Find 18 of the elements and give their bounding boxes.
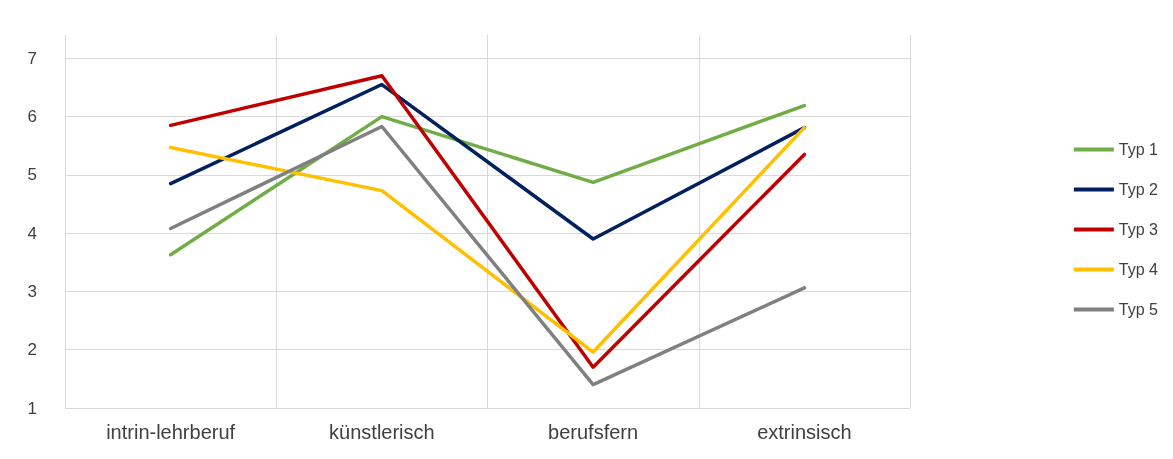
- y-tick-label: 3: [27, 281, 37, 301]
- legend-label: Typ 1: [1118, 141, 1159, 158]
- legend-label: Typ 2: [1118, 181, 1159, 198]
- line-series: [168, 103, 807, 257]
- legend-label: Typ 4: [1118, 261, 1159, 278]
- legend-label: Typ 3: [1118, 221, 1159, 238]
- y-tick-label: 4: [27, 223, 37, 243]
- line-series: [168, 74, 807, 369]
- y-tick-label: 7: [27, 48, 37, 68]
- y-tick-label: 2: [27, 340, 37, 360]
- x-tick-label: künstlerisch: [329, 421, 435, 443]
- x-tick-label: extrinsisch: [757, 421, 852, 443]
- x-tick-label: berufsfern: [548, 421, 639, 443]
- y-tick-label: 1: [27, 398, 37, 418]
- x-tick-label: intrin-lehrberuf: [106, 421, 236, 443]
- y-tick-label: 5: [27, 165, 37, 185]
- y-tick-label: 6: [27, 107, 37, 127]
- legend-label: Typ 5: [1118, 301, 1159, 318]
